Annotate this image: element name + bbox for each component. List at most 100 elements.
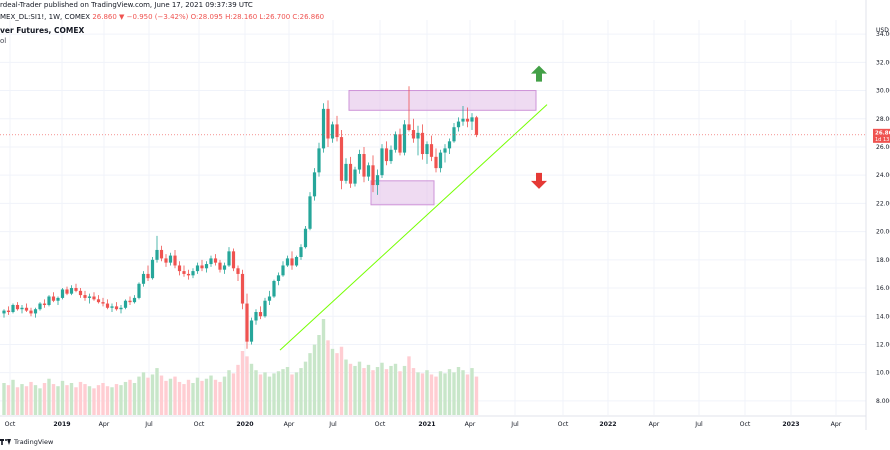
candle [141,271,146,287]
time-tick-label: Oct [5,421,16,428]
candle-body [83,295,87,298]
price-tick-label: 24.000 [876,172,890,179]
candle-body [114,306,119,310]
volume-bar [164,380,168,415]
candle [146,265,150,281]
volume-bar [434,376,438,415]
support-box [370,180,435,206]
candle-body [191,271,195,276]
chart-grid [0,20,866,415]
candle-body [168,255,173,263]
candle-body [24,307,29,311]
volume-bar [150,374,155,415]
volume-bar [83,384,87,415]
candle [429,135,434,162]
candle [11,303,15,314]
candle [15,302,20,311]
candle [128,296,132,305]
tradingview-footer[interactable]: TradingView [0,438,53,446]
candle [267,290,272,305]
volume-bar [425,370,429,415]
candle-body [290,258,294,266]
candle-body [56,297,60,301]
time-tick-label: 2022 [599,421,616,428]
candle [78,288,83,298]
volume-bar [393,363,398,415]
drawing-annotations[interactable] [279,65,548,351]
volume-bar [236,364,240,415]
candle [465,107,470,128]
candle [155,235,159,263]
time-tick-label: 2023 [782,421,799,428]
volume-bar [416,372,420,415]
price-tick-label: 20.000 [876,229,890,236]
candle [272,279,276,298]
arrow-up-icon [531,65,547,82]
time-tick-label: 2019 [53,421,70,428]
candle-body [213,258,218,263]
volume-bar [240,351,245,415]
candle-body [123,300,128,308]
volume-bar [281,369,285,415]
candle [276,272,281,286]
candle [123,299,128,310]
candle-body [407,124,411,131]
candle-body [51,296,56,301]
time-tick-label: Jul [144,421,153,428]
candle [137,282,141,300]
volume-bar [110,387,114,415]
volume-bar [173,376,177,415]
volume-bar [96,385,101,415]
volume-bar [33,385,38,415]
volume-bar [326,340,330,415]
volume-bar [470,368,474,415]
candle [402,120,407,156]
time-tick-label: Oct [740,421,751,428]
candle [29,307,33,317]
candle [173,249,177,269]
volume-bar [186,379,191,415]
time-tick-label: Oct [375,421,386,428]
price-tick-label: 30.000 [876,88,890,95]
resistance-box [348,90,537,111]
volume-bar [407,356,411,415]
volume-bar [443,373,447,415]
candle-body [42,303,47,305]
candle [389,145,393,164]
candle [83,290,87,301]
volume-bar [384,369,389,415]
candle [47,295,51,307]
candle [447,138,452,155]
candle-body [258,312,263,317]
candle-body [155,249,159,260]
candle-body [389,149,393,162]
volume-bar [20,384,24,415]
candle-body [105,303,110,308]
candle [186,269,191,280]
volume-bar [146,377,150,415]
volume-bar [101,383,105,415]
candle [24,303,29,313]
volume-bar [389,365,393,415]
candle-body [353,169,357,184]
volume-bar [321,319,326,415]
candle-body [186,273,191,276]
volume-bar [402,365,407,415]
volume-bar [317,335,321,415]
candle [240,269,245,310]
candle-body [164,258,168,263]
candle-body [177,265,182,272]
candle-body [6,310,11,313]
candle-body [209,258,213,265]
time-tick-label: 2020 [236,421,254,428]
volume-bar [56,386,60,415]
volume-bar [204,378,209,415]
candle [132,295,137,304]
candle [227,247,231,267]
candle [42,299,47,308]
time-axis[interactable]: Oct 2019 Apr Jul Oct 2020 Apr Jul Oct 2021 Apr Jul O… [0,415,866,428]
volume-bar [29,381,33,415]
candle-body [438,152,443,169]
